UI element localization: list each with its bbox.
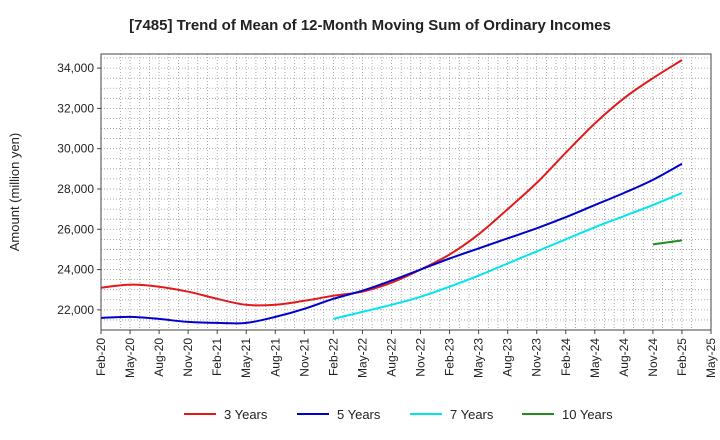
legend-label: 7 Years [450,407,494,422]
x-tick-label: Nov-21 [297,338,311,377]
x-tick-label: Aug-20 [152,338,166,377]
legend-label: 3 Years [224,407,268,422]
y-tick-label: 34,000 [57,61,94,75]
plot-frame [100,53,712,331]
x-tick-label: May-21 [239,338,253,378]
legend: 3 Years 5 Years 7 Years 10 Years [184,407,613,422]
y-axis-label: Amount (million yen) [7,133,22,252]
y-tick-label: 26,000 [57,222,94,236]
x-tick-label: Feb-25 [675,338,689,376]
x-tick-label: May-25 [704,338,718,378]
x-tick-label: Nov-20 [181,338,195,377]
series-line [100,59,683,307]
series-line [652,239,683,246]
x-tick-label: Nov-23 [530,338,544,377]
x-tick-label: Aug-24 [617,338,631,377]
x-tick-label: Nov-22 [414,338,428,377]
x-tick-label: Feb-20 [94,338,108,376]
x-tick-label: Aug-21 [268,338,282,377]
legend-label: 10 Years [562,407,613,422]
x-tick-label: May-20 [123,338,137,378]
x-tick-label: May-22 [355,338,369,378]
x-tick-label: Feb-24 [559,338,573,376]
x-tick-label: May-24 [588,338,602,378]
series-line [100,162,683,325]
x-tick-label: Aug-23 [501,338,515,377]
y-tick-label: 32,000 [57,101,94,115]
x-tick-label: Aug-22 [384,338,398,377]
x-tick-label: Nov-24 [646,338,660,377]
series-lines [100,59,683,325]
x-tick-label: Feb-21 [210,338,224,376]
y-tick-label: 24,000 [57,263,94,277]
y-axis: 22,000 24,000 26,000 28,000 30,000 32,000 34,0… [57,61,101,317]
x-tick-label: Feb-22 [326,338,340,376]
series-line [333,192,683,320]
legend-label: 5 Years [337,407,381,422]
x-axis: Feb-20 May-20 Aug-20 Nov-20 Feb-21 May-21 Aug-… [94,330,718,378]
y-tick-label: 22,000 [57,303,94,317]
grid [101,54,711,330]
x-tick-label: May-23 [472,338,486,378]
y-tick-label: 30,000 [57,142,94,156]
x-tick-label: Feb-23 [443,338,457,376]
chart-title: [7485] Trend of Mean of 12-Month Moving … [129,17,611,34]
y-tick-label: 28,000 [57,182,94,196]
